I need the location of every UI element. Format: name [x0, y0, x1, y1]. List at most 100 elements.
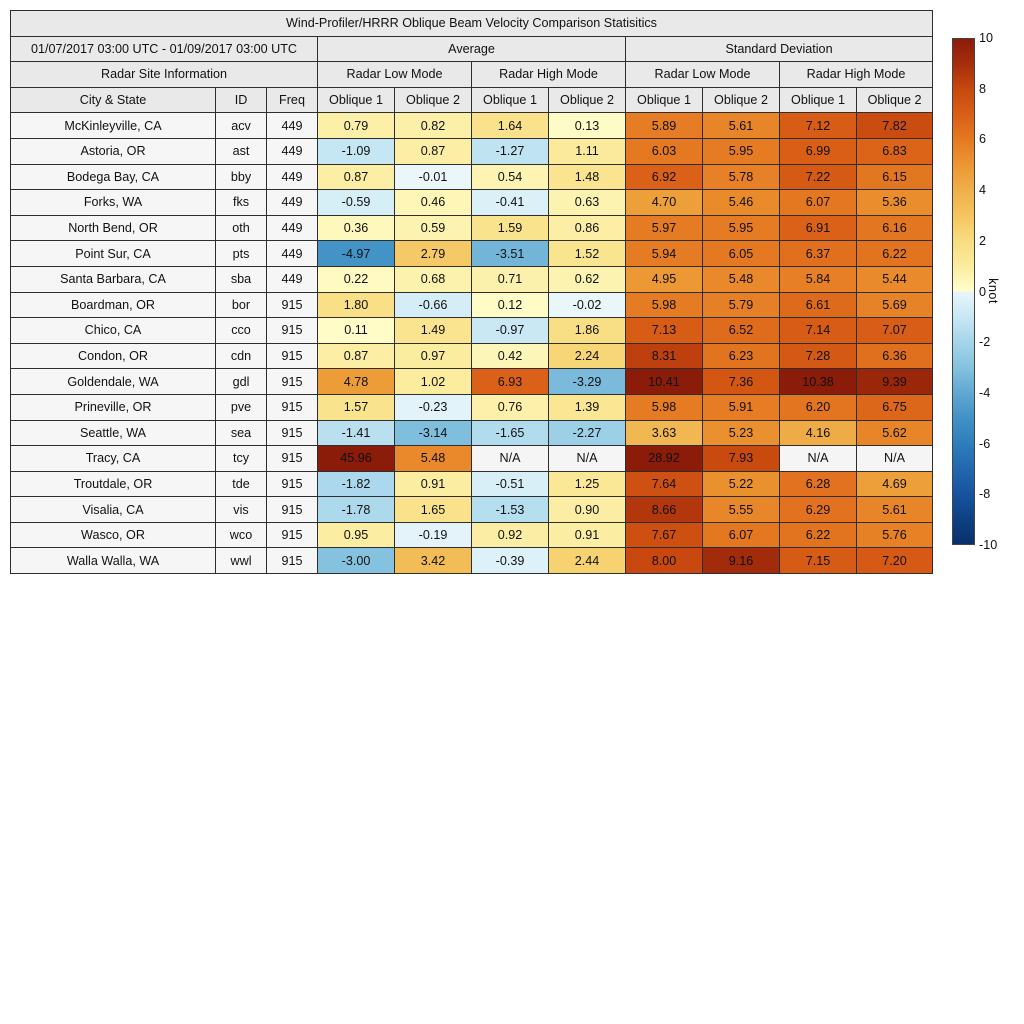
- mode-header-row: Radar Site Information Radar Low Mode Ra…: [10, 61, 934, 88]
- cell-value: -3.29: [548, 368, 626, 395]
- header-city-state: City & State: [10, 86, 216, 114]
- cell-value: 10.38: [779, 368, 857, 395]
- cell-value: 6.20: [779, 393, 857, 421]
- cell-freq: 915: [266, 342, 318, 370]
- cell-freq: 449: [266, 112, 318, 139]
- cell-value: -1.65: [471, 419, 549, 447]
- cell-value: -4.97: [317, 240, 395, 267]
- cell-value: -0.01: [394, 163, 472, 191]
- cell-value: 1.64: [471, 112, 549, 139]
- cell-id: wwl: [215, 547, 267, 575]
- cell-value: 1.59: [471, 214, 549, 242]
- colorbar-tick-label: -4: [979, 385, 991, 400]
- cell-value: 10.41: [625, 368, 703, 395]
- table-row: Forks, WA fks 449 -0.59 0.46 -0.41 0.63 4.70 5.4…: [10, 189, 934, 216]
- table-row: Point Sur, CA pts 449 -4.97 2.79 -3.51 1.52 5.9…: [10, 240, 934, 267]
- cell-value: -1.27: [471, 137, 549, 165]
- header-radar-site-information: Radar Site Information: [10, 61, 318, 88]
- colorbar-tick-label: 4: [979, 183, 987, 198]
- cell-id: tcy: [215, 445, 267, 472]
- cell-value: 2.79: [394, 240, 472, 267]
- cell-id: vis: [215, 496, 267, 523]
- cell-id: cco: [215, 317, 267, 344]
- group-header-average: Average: [317, 35, 626, 63]
- cell-id: sba: [215, 265, 267, 293]
- cell-value: 2.44: [548, 547, 626, 575]
- cell-value: 4.70: [625, 189, 703, 216]
- cell-value: 0.91: [548, 521, 626, 549]
- cell-value: 0.97: [394, 342, 472, 370]
- cell-value: 8.31: [625, 342, 703, 370]
- cell-city-state: Visalia, CA: [10, 496, 216, 523]
- cell-value: -1.78: [317, 496, 395, 523]
- cell-value: 0.87: [317, 342, 395, 370]
- cell-value: -1.82: [317, 470, 395, 498]
- header-oblique1: Oblique 1: [317, 86, 395, 114]
- cell-value: 5.62: [855, 419, 934, 447]
- cell-value: 0.90: [548, 496, 626, 523]
- cell-value: 0.87: [317, 163, 395, 191]
- cell-id: cdn: [215, 342, 267, 370]
- cell-value: 0.68: [394, 265, 472, 293]
- cell-freq: 449: [266, 137, 318, 165]
- cell-value: 9.39: [855, 368, 934, 395]
- cell-value: 5.23: [702, 419, 780, 447]
- table-row: Goldendale, WA gdl 915 4.78 1.02 6.93 -3.29 10.…: [10, 368, 934, 395]
- cell-value: 0.87: [394, 137, 472, 165]
- cell-value: 6.83: [855, 137, 934, 165]
- cell-value: 6.75: [855, 393, 934, 421]
- cell-value: 5.78: [702, 163, 780, 191]
- cell-freq: 915: [266, 445, 318, 472]
- cell-value: 5.95: [702, 214, 780, 242]
- cell-id: pts: [215, 240, 267, 267]
- header-oblique2: Oblique 2: [548, 86, 626, 114]
- cell-value: 0.79: [317, 112, 395, 139]
- cell-id: fks: [215, 189, 267, 216]
- cell-value: N/A: [548, 445, 626, 472]
- cell-value: 2.24: [548, 342, 626, 370]
- cell-value: -0.97: [471, 317, 549, 344]
- cell-city-state: Point Sur, CA: [10, 240, 216, 267]
- cell-value: 1.48: [548, 163, 626, 191]
- cell-value: 1.52: [548, 240, 626, 267]
- cell-value: 5.69: [855, 291, 934, 319]
- cell-value: 6.29: [779, 496, 857, 523]
- figure-title: Wind-Profiler/HRRR Oblique Beam Velocity…: [9, 10, 934, 37]
- cell-value: 6.23: [702, 342, 780, 370]
- table-row: Boardman, OR bor 915 1.80 -0.66 0.12 -0.02 5.98…: [10, 291, 934, 319]
- cell-value: 0.42: [471, 342, 549, 370]
- cell-value: 7.82: [855, 112, 934, 139]
- colorbar-gradient: [952, 38, 975, 545]
- cell-id: sea: [215, 419, 267, 447]
- cell-freq: 915: [266, 521, 318, 549]
- cell-value: 4.16: [779, 419, 857, 447]
- cell-value: 6.52: [702, 317, 780, 344]
- table-row: Astoria, OR ast 449 -1.09 0.87 -1.27 1.11 6.03 5…: [10, 137, 934, 165]
- cell-value: 7.67: [625, 521, 703, 549]
- cell-value: -0.19: [394, 521, 472, 549]
- header-freq: Freq: [266, 86, 318, 114]
- cell-value: 4.95: [625, 265, 703, 293]
- cell-city-state: Goldendale, WA: [10, 368, 216, 395]
- cell-value: 7.07: [855, 317, 934, 344]
- cell-value: 6.07: [779, 189, 857, 216]
- cell-value: 6.91: [779, 214, 857, 242]
- cell-value: 7.36: [702, 368, 780, 395]
- cell-freq: 915: [266, 368, 318, 395]
- cell-city-state: Walla Walla, WA: [10, 547, 216, 575]
- cell-value: 0.63: [548, 189, 626, 216]
- cell-value: 5.46: [702, 189, 780, 216]
- cell-freq: 915: [266, 547, 318, 575]
- table-row: Chico, CA cco 915 0.11 1.49 -0.97 1.86 7.13 6.52…: [10, 317, 934, 344]
- header-id: ID: [215, 86, 267, 114]
- title-row: Wind-Profiler/HRRR Oblique Beam Velocity…: [9, 10, 934, 37]
- cell-freq: 449: [266, 163, 318, 191]
- cell-value: 5.48: [394, 445, 472, 472]
- cell-city-state: McKinleyville, CA: [10, 112, 216, 139]
- cell-freq: 449: [266, 240, 318, 267]
- cell-value: 1.25: [548, 470, 626, 498]
- cell-city-state: Condon, OR: [10, 342, 216, 370]
- colorbar-tick-label: -10: [979, 538, 998, 552]
- colorbar-tick-label: -8: [979, 487, 991, 502]
- cell-id: pve: [215, 393, 267, 421]
